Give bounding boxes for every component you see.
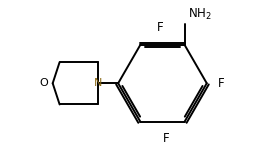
Text: F: F xyxy=(157,21,164,34)
Text: N: N xyxy=(94,78,102,88)
Text: F: F xyxy=(163,132,170,145)
Text: F: F xyxy=(218,77,224,90)
Text: O: O xyxy=(39,78,48,88)
Text: NH$_2$: NH$_2$ xyxy=(188,7,211,22)
